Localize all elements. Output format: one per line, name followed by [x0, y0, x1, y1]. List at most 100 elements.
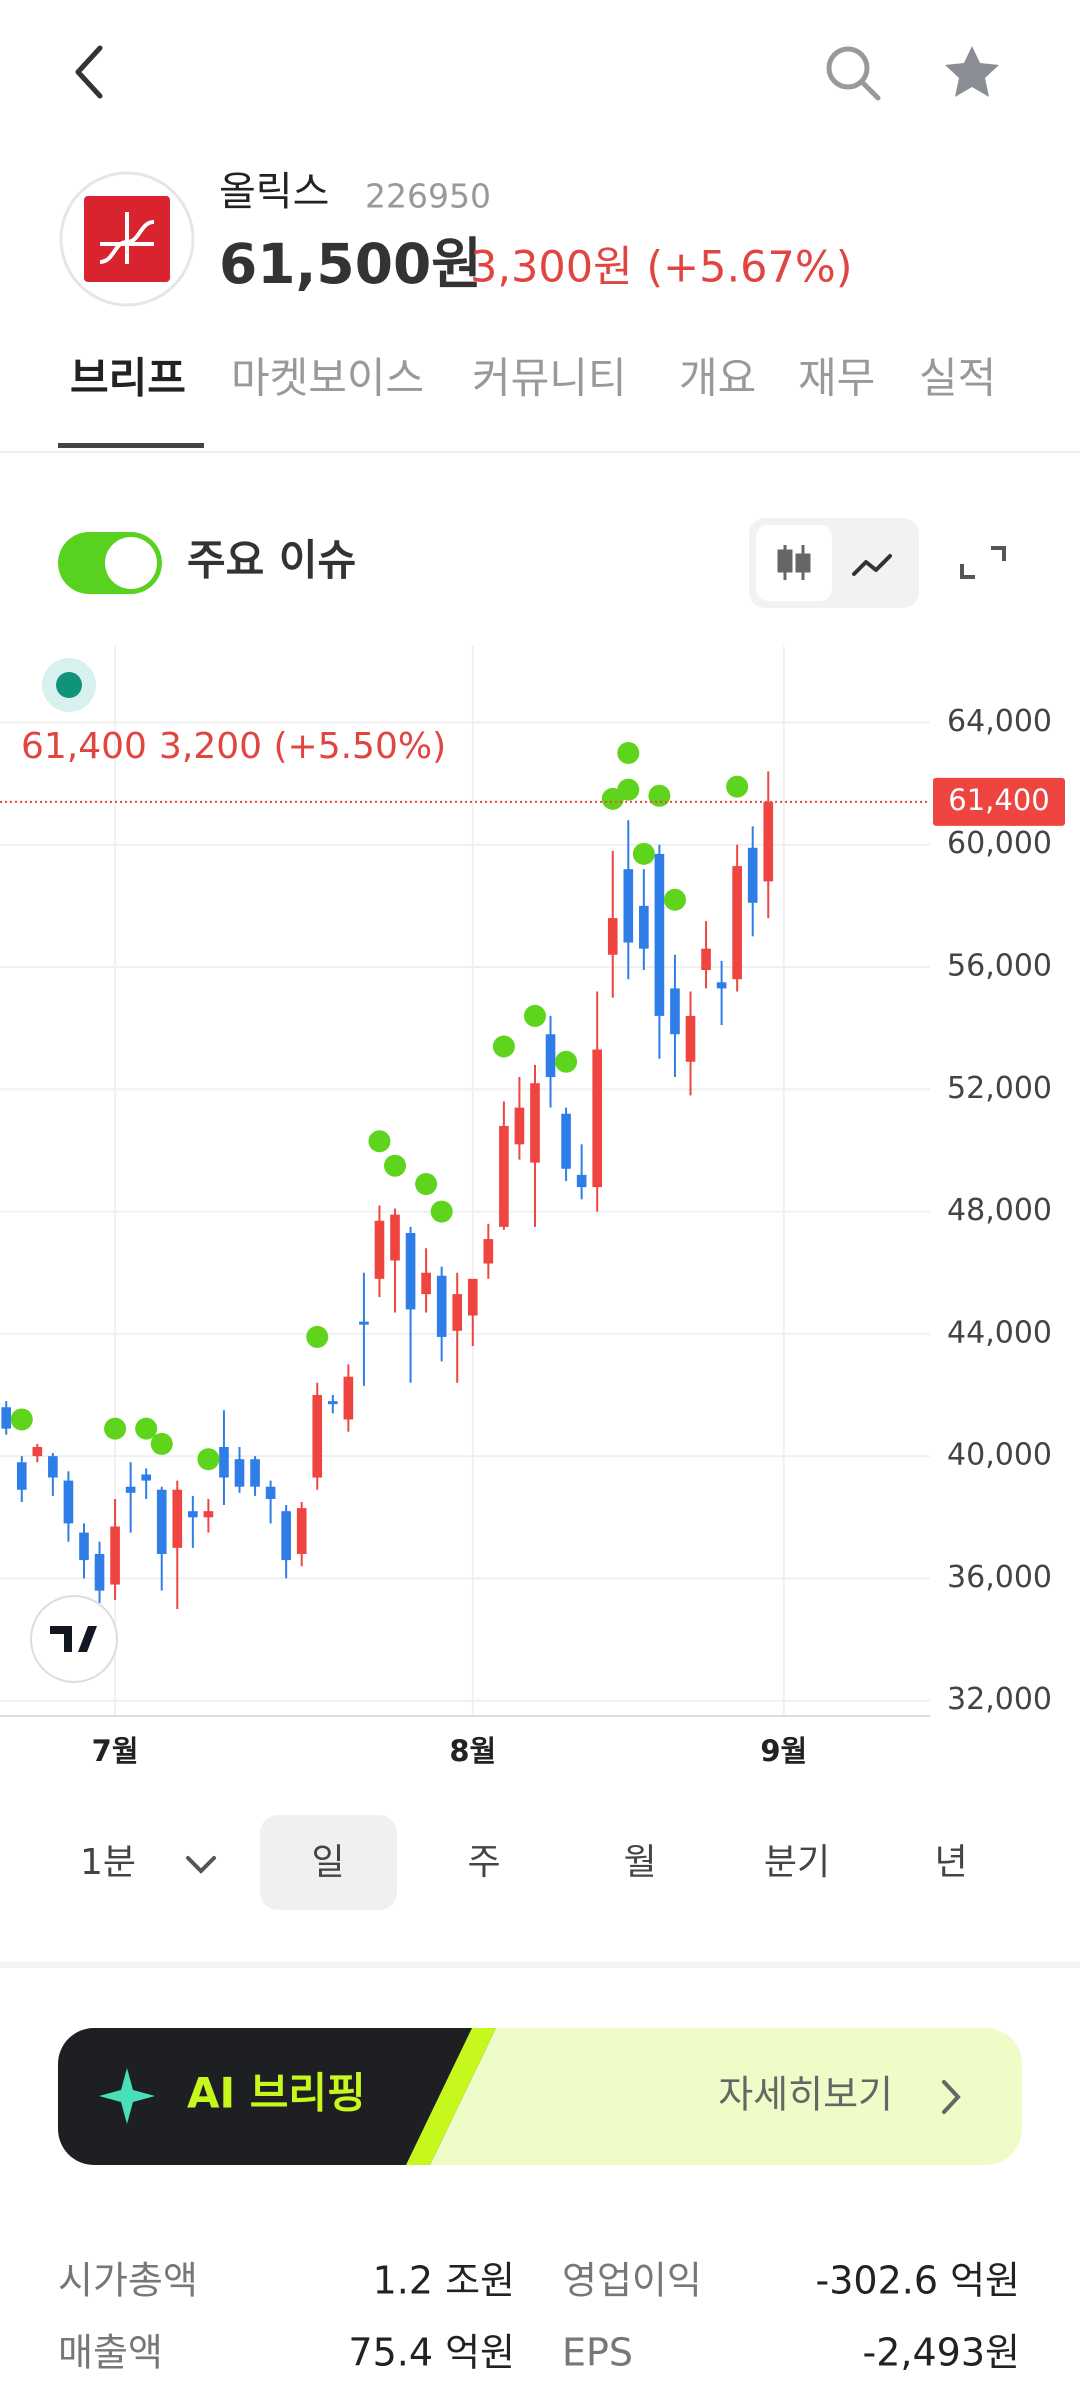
legend-change: 3,200 (+5.50%)	[159, 726, 446, 767]
toggle-knob	[105, 537, 157, 589]
candle-body	[545, 1034, 556, 1078]
candle-body	[343, 1376, 354, 1420]
ai-banner[interactable]	[58, 2028, 1022, 2165]
candle-body	[281, 1511, 291, 1561]
search-button[interactable]	[826, 46, 881, 101]
logo-glyph	[99, 212, 155, 264]
stock-name: 올릭스	[219, 169, 329, 215]
candle-body	[467, 1278, 478, 1316]
issue-marker[interactable]	[368, 1130, 391, 1153]
back-button[interactable]	[75, 45, 103, 99]
stat-label: EPS	[562, 2331, 633, 2375]
candle-body	[141, 1474, 152, 1481]
issue-marker[interactable]	[663, 888, 686, 911]
issue-marker[interactable]	[523, 1004, 546, 1027]
candle-body	[79, 1532, 89, 1561]
candle-body	[670, 988, 680, 1035]
candle-body	[203, 1511, 214, 1518]
issue-marker[interactable]	[150, 1432, 173, 1455]
tab-indicator	[58, 443, 204, 448]
candle-body	[607, 918, 618, 955]
candle-body	[219, 1446, 229, 1478]
issue-marker[interactable]	[632, 842, 655, 865]
candle-body	[701, 948, 711, 971]
candle-body	[110, 1526, 120, 1585]
issue-marker[interactable]	[104, 1417, 127, 1440]
line-type-button[interactable]	[852, 554, 892, 576]
candle-body	[732, 866, 742, 980]
candle-body	[514, 1107, 525, 1145]
stock-code: 226950	[365, 177, 491, 216]
candle-body	[234, 1459, 245, 1487]
candle-body	[421, 1272, 431, 1295]
candle-body	[374, 1220, 385, 1279]
y-tick-label: 40,000	[947, 1438, 1052, 1473]
legend-dot	[56, 672, 82, 698]
candle-body	[530, 1083, 540, 1163]
y-tick-label: 64,000	[947, 704, 1052, 739]
issue-marker[interactable]	[415, 1173, 438, 1196]
candle-body	[499, 1125, 509, 1227]
tab[interactable]: 마켓보이스	[231, 354, 424, 403]
candle-body	[63, 1480, 74, 1524]
candle-body	[265, 1486, 276, 1499]
period-option[interactable]: 주	[467, 1842, 500, 1883]
candle-body	[576, 1174, 587, 1188]
stat-label: 시가총액	[58, 2259, 198, 2303]
tab[interactable]: 재무	[798, 354, 875, 403]
period-option[interactable]: 년	[934, 1842, 967, 1883]
tab[interactable]: 브리프	[70, 354, 186, 403]
tradingview-logo[interactable]	[30, 1595, 118, 1683]
issue-marker[interactable]	[135, 1417, 158, 1440]
last-price-label: 61,400	[948, 783, 1049, 817]
candle-body	[623, 869, 634, 943]
issue-marker[interactable]	[10, 1408, 33, 1431]
issue-marker[interactable]	[197, 1448, 220, 1471]
issue-marker[interactable]	[384, 1154, 407, 1177]
tab[interactable]: 커뮤니티	[472, 354, 627, 403]
x-tick-label: 7월	[92, 1734, 139, 1768]
issue-marker[interactable]	[492, 1035, 515, 1058]
candle-body	[716, 982, 727, 989]
issue-marker[interactable]	[430, 1200, 453, 1223]
issue-marker[interactable]	[555, 1050, 578, 1073]
candle-body	[312, 1395, 323, 1478]
stat-value: -2,493원	[863, 2331, 1020, 2375]
interval-label[interactable]: 1분	[80, 1842, 136, 1883]
interval-dropdown[interactable]	[186, 1856, 216, 1874]
fullscreen-button[interactable]	[960, 546, 1006, 579]
candle-body	[250, 1459, 260, 1487]
candle-body	[639, 905, 649, 949]
period-option[interactable]: 월	[623, 1842, 656, 1883]
price-change: 3,300원 (+5.67%)	[470, 243, 853, 293]
divider	[0, 1962, 1080, 1968]
issue-marker[interactable]	[726, 775, 749, 798]
tab[interactable]: 개요	[679, 354, 756, 403]
candle-body	[156, 1489, 167, 1554]
y-tick-label: 52,000	[947, 1071, 1052, 1106]
y-tick-label: 32,000	[947, 1682, 1052, 1717]
y-tick-label: 48,000	[947, 1193, 1052, 1228]
tab[interactable]: 실적	[919, 354, 996, 403]
issue-marker[interactable]	[648, 784, 671, 807]
candle-body	[483, 1239, 494, 1264]
stat-value: 1.2 조원	[373, 2259, 515, 2303]
candle-body	[1, 1407, 12, 1429]
last-price-badge	[933, 777, 1065, 826]
x-tick-label: 8월	[449, 1734, 496, 1768]
candle-type-button[interactable]	[756, 525, 832, 601]
candle-body	[359, 1321, 369, 1325]
ai-action[interactable]: 자세히보기	[718, 2073, 893, 2117]
period-selected	[260, 1815, 397, 1910]
issue-marker[interactable]	[617, 742, 640, 764]
period-option[interactable]: 분기	[764, 1842, 830, 1883]
candle-body	[172, 1489, 183, 1548]
candle-body	[188, 1511, 198, 1518]
candle-body	[48, 1456, 58, 1478]
y-tick-label: 56,000	[947, 949, 1052, 984]
period-option[interactable]: 일	[311, 1842, 344, 1883]
issue-marker[interactable]	[306, 1325, 329, 1348]
favorite-button[interactable]	[945, 46, 999, 97]
issue-marker[interactable]	[617, 778, 640, 801]
